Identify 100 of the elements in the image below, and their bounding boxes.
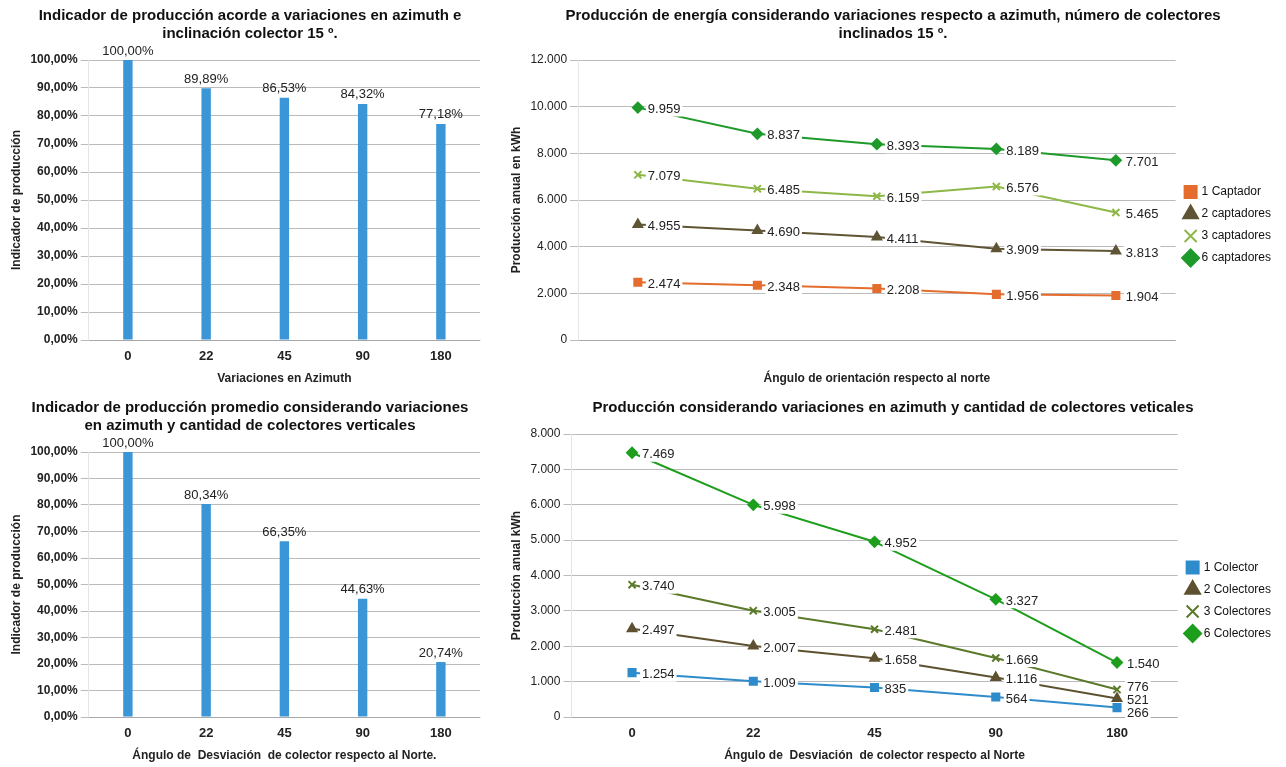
y-tick-label: 4.000 [537,238,568,253]
data-label: 9.959 [647,101,681,117]
x-tick-label: 45 [867,725,882,741]
y-tick-label: 20,00% [37,656,79,671]
x-tick-label: 0 [124,725,132,741]
data-label: 4.952 [884,535,918,551]
data-label: 3.909 [1006,242,1039,258]
data-label: 1.904 [1125,289,1159,305]
data-label: 6.485 [767,182,800,198]
y-axis-title: Indicador de producción [8,514,23,655]
point [870,624,880,634]
x-axis-title: Ángulo de Desviación de colector respecto al Norte [724,747,1026,763]
point [752,184,762,194]
y-tick-label: 90,00% [37,80,79,95]
y-tick-label: 100,00% [30,444,79,459]
data-label: 1.009 [763,674,796,690]
x-tick-label: 22 [198,725,214,741]
data-label: 3.327 [1005,592,1039,608]
point [748,676,758,686]
y-tick-label: 80,00% [37,108,79,123]
data-label: 3.813 [1125,244,1159,260]
chart-title: Producción de energía considerando variaciones respecto a azimuth, número de colectores inclinados 15 º. [564,5,1222,42]
y-tick-label: 60,00% [37,550,79,565]
y-tick-label: 50,00% [37,192,79,207]
y-tick-label: 30,00% [37,248,79,263]
y-tick-label: 10,00% [37,682,79,697]
data-label: 7.469 [642,446,675,462]
x-tick-label: 0 [628,725,636,741]
point [1111,207,1121,218]
y-tick-label: 30,00% [37,629,79,644]
x-tick-label: 90 [355,725,370,741]
point [991,182,1001,192]
legend-label: 1 Captador [1201,184,1261,199]
data-label: 266 [1127,705,1149,721]
point [1111,291,1121,301]
y-tick-label: 40,00% [37,220,79,235]
y-tick-label: 60,00% [37,164,79,179]
data-label: 20,74% [418,644,464,660]
point [627,668,637,678]
data-label: 4.955 [647,217,681,233]
y-tick-label: 0,00% [43,709,79,724]
x-tick-label: 45 [277,725,292,741]
point [626,622,638,633]
point [989,593,1002,606]
x-axis-title: Ángulo de Desviación de colector respecto al Norte. [132,747,437,763]
y-tick-label: 10.000 [530,98,568,113]
x-axis-title: Ángulo de orientación respecto al norte [763,370,991,386]
point [752,280,762,290]
point [627,580,637,590]
data-label: 7.079 [647,168,681,184]
data-label: 2.481 [884,622,918,638]
data-label: 4.411 [886,230,919,246]
point [869,652,880,662]
y-tick-label: 2.000 [537,285,568,300]
data-label: 2.474 [647,275,681,291]
legend-label: 3 Colectores [1203,603,1272,618]
y-tick-label: 0,00% [43,332,79,347]
data-label: 6.159 [886,189,920,205]
data-label: 1.658 [884,651,918,667]
y-tick-label: 6.000 [537,192,568,207]
point [991,242,1002,253]
point [631,101,644,114]
y-tick-label: 3.000 [530,603,561,618]
y-tick-label: 4.000 [530,567,561,582]
bar [201,88,211,340]
y-tick-label: 12.000 [530,52,568,67]
point [872,283,882,294]
point [1111,692,1123,703]
y-axis-title: Producción anual en kWh [508,126,523,274]
point [748,606,758,616]
data-label: 2.007 [763,639,796,655]
x-tick-label: 90 [988,725,1004,741]
point [747,640,759,650]
point [752,224,763,235]
data-label: 1.956 [1006,287,1039,303]
y-tick-label: 2.000 [530,638,561,653]
data-label: 3.740 [642,578,675,594]
data-label: 77,18% [418,106,464,122]
bar [436,662,446,717]
data-label: 5.998 [763,498,796,514]
legend-label: 2 captadores [1201,206,1272,221]
x-axis-title: Variaciones en Azimuth [217,371,352,386]
point [868,535,881,548]
bar [357,103,368,340]
point [1111,656,1124,669]
point [1110,245,1122,255]
data-label: 7.701 [1125,153,1159,169]
data-label: 564 [1005,690,1028,706]
y-tick-label: 70,00% [37,523,79,538]
data-label: 2.348 [767,278,800,294]
data-label: 100,00% [102,434,154,450]
chart-title: Producción considerando variaciones en azimuth y cantidad de colectores veticales [591,397,1195,416]
y-tick-label: 40,00% [37,603,79,618]
x-tick-label: 90 [355,348,370,364]
x-tick-label: 180 [1106,725,1128,741]
data-label: 5.465 [1125,206,1159,222]
data-label: 84,32% [340,86,386,102]
legend-label: 1 Colector [1203,559,1259,574]
bar [123,60,133,340]
y-tick-label: 8.000 [537,145,568,160]
